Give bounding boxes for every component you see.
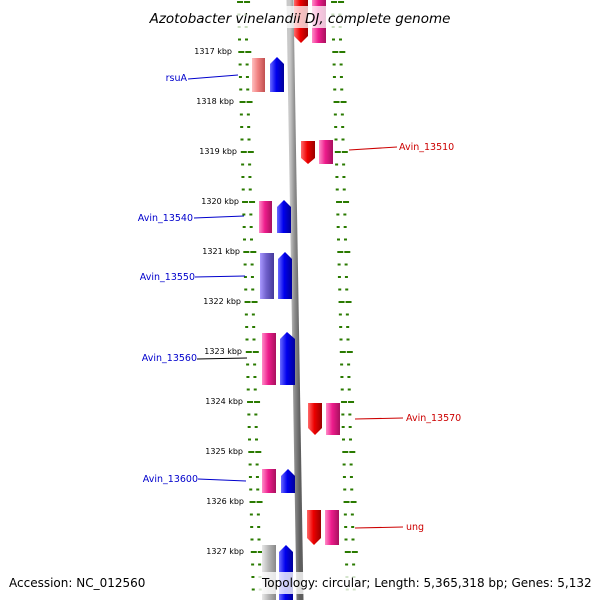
label-leader-line	[187, 74, 239, 80]
ruler-label-1326: 1326 kbp	[206, 497, 244, 506]
gene-arrow	[307, 510, 321, 545]
gene-block	[319, 140, 333, 164]
ruler-label-1320: 1320 kbp	[201, 197, 239, 206]
gene-label-avin-13550: Avin_13550	[140, 272, 195, 283]
ruler-label-1321: 1321 kbp	[202, 247, 240, 256]
label-leader-line	[197, 478, 247, 482]
label-leader-line	[193, 215, 245, 219]
ruler-label-1323: 1323 kbp	[204, 347, 242, 356]
genome-backbone	[286, 0, 304, 601]
gene-block	[252, 58, 265, 92]
ruler-label-1318: 1318 kbp	[196, 97, 234, 106]
label-leader-line	[354, 526, 404, 529]
gene-label-avin-13570: Avin_13570	[406, 413, 461, 424]
gene-label-rsuA: rsuA	[166, 73, 188, 84]
ruler-label-1327: 1327 kbp	[206, 547, 244, 556]
gene-arrow	[301, 141, 315, 164]
left-strand-genes	[252, 57, 295, 600]
gene-arrow	[280, 332, 295, 385]
genome-title: Azotobacter vinelandii DJ, complete geno…	[149, 11, 451, 27]
ruler-label-1317: 1317 kbp	[194, 47, 232, 56]
gene-arrow	[278, 252, 292, 299]
ruler-label-1322: 1322 kbp	[203, 297, 241, 306]
topology-text: Topology: circular; Length: 5,365,318 bp…	[261, 576, 592, 590]
gene-label-ung: ung	[406, 522, 424, 533]
ruler-labels: 1317 kbp 1318 kbp 1319 kbp 1320 kbp 1321…	[194, 47, 244, 556]
gene-block	[325, 510, 339, 545]
ruler-label-1325: 1325 kbp	[205, 447, 243, 456]
label-leader-line	[354, 417, 404, 420]
accession-text: Accession: NC_012560	[9, 576, 145, 590]
label-leader-line	[196, 357, 248, 360]
gene-label-avin-13600: Avin_13600	[143, 474, 198, 485]
ruler-label-1324: 1324 kbp	[205, 397, 243, 406]
gene-label-avin-13560: Avin_13560	[142, 353, 197, 364]
gene-block	[326, 403, 340, 435]
label-leader-line	[194, 275, 246, 278]
gene-block	[260, 253, 274, 299]
label-leader-line	[348, 146, 398, 151]
gene-arrow	[281, 469, 295, 493]
gene-arrow	[308, 403, 322, 435]
footer-backdrop	[258, 572, 594, 594]
gene-block	[259, 201, 272, 233]
gene-arrow	[270, 57, 284, 92]
gene-arrow	[277, 200, 291, 233]
ruler-label-1319: 1319 kbp	[199, 147, 237, 156]
gene-block	[262, 469, 276, 493]
gene-block	[262, 333, 276, 385]
gene-label-avin-13510: Avin_13510	[399, 142, 454, 153]
left-gene-labels: rsuA Avin_13540 Avin_13550 Avin_13560 Av…	[138, 73, 248, 485]
track-guides	[237, 1, 358, 591]
gene-label-avin-13540: Avin_13540	[138, 213, 193, 224]
right-gene-labels: Avin_13510 Avin_13570 ung	[348, 142, 461, 533]
title-backdrop	[142, 6, 458, 28]
